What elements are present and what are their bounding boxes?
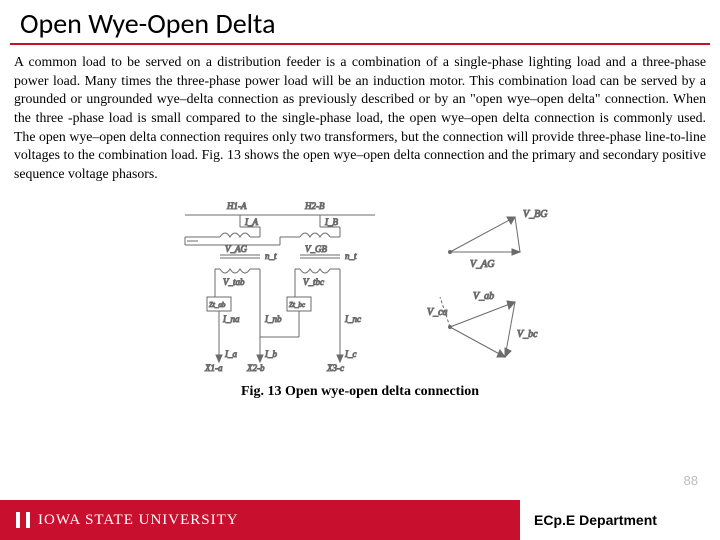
label-ic: I_c — [344, 349, 357, 359]
label-x2: X2-b — [246, 363, 265, 372]
label-vab: V_ab — [473, 291, 494, 302]
label-vbg: V_BG — [523, 209, 547, 220]
label-iB: I_B — [324, 217, 338, 227]
label-ina: I_na — [222, 314, 240, 324]
footer-bar: IOWA STATE UNIVERSITY ECp.E Department — [0, 500, 720, 540]
figure-caption: Fig. 13 Open wye-open delta connection — [0, 378, 720, 400]
figure-area: H1-A H2-B I_A I_B V_AG — [0, 183, 720, 378]
label-ia: I_a — [224, 349, 237, 359]
label-h1: H1-A — [226, 201, 247, 211]
label-inc: I_nc — [344, 314, 361, 324]
label-vca: V_ca — [427, 307, 448, 318]
label-vgb: V_GB — [305, 244, 327, 254]
label-ib: I_b — [264, 349, 277, 359]
label-ztab: Zt_ab — [209, 301, 226, 309]
phasor-diagram: V_BG V_AG V_ca V_ab V_bc — [425, 197, 555, 372]
page-title: Open Wye-Open Delta — [10, 0, 710, 45]
label-ztbc: Zt_bc — [289, 301, 306, 309]
label-vtbc: V_tbc — [303, 277, 324, 287]
body-paragraph: A common load to be served on a distribu… — [0, 53, 720, 183]
label-h2: H2-B — [304, 201, 325, 211]
page-number: 88 — [684, 473, 698, 488]
label-x1: X1-a — [204, 363, 223, 372]
label-x3: X3-c — [326, 363, 344, 372]
label-iA: I_A — [244, 217, 258, 227]
department-label: ECp.E Department — [520, 500, 720, 540]
label-vag: V_AG — [470, 259, 494, 270]
logo-mark-icon — [14, 510, 32, 530]
university-name: IOWA STATE UNIVERSITY — [38, 512, 239, 529]
label-vtab: V_tab — [223, 277, 245, 287]
label-nt1: n_t — [265, 251, 277, 261]
label-vbc: V_bc — [517, 329, 538, 340]
university-logo: IOWA STATE UNIVERSITY — [14, 510, 239, 530]
label-inb: I_nb — [264, 314, 282, 324]
label-nt2: n_t — [345, 251, 357, 261]
circuit-diagram: H1-A H2-B I_A I_B V_AG — [165, 197, 395, 372]
